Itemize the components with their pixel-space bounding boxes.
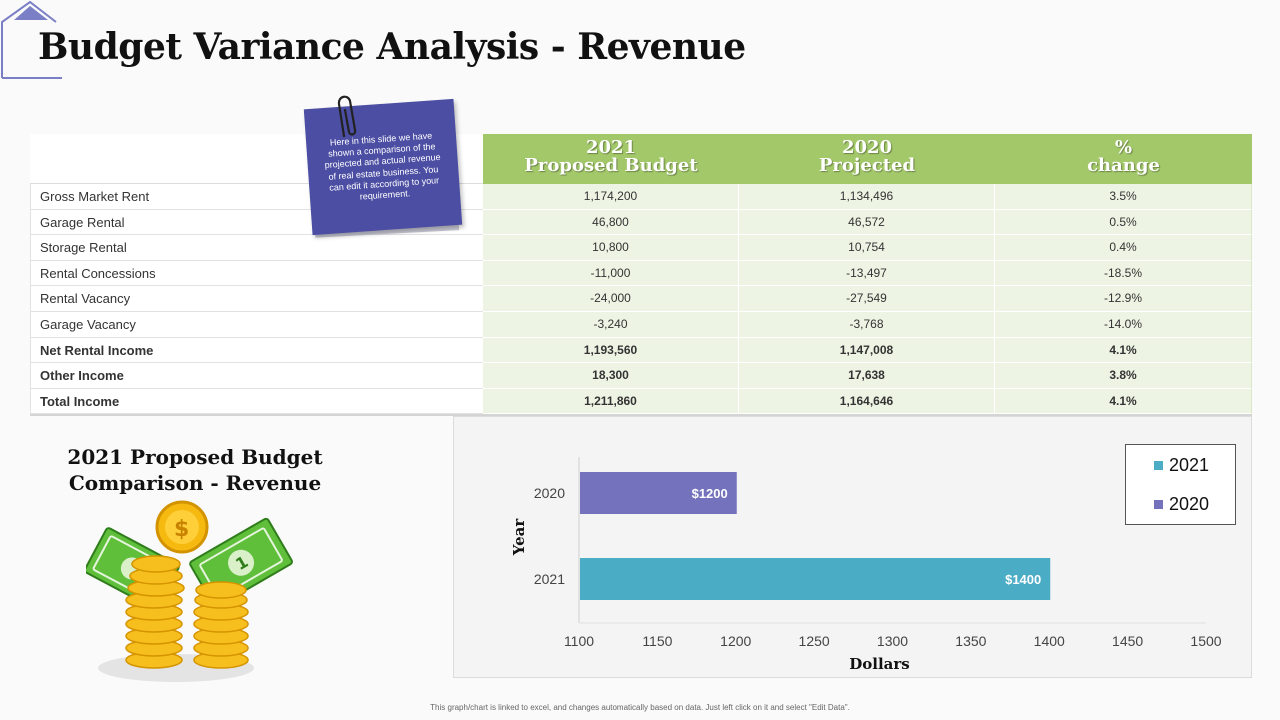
row-label: Net Rental Income <box>30 337 483 364</box>
cell-budget: 1,174,200 <box>483 184 739 210</box>
cell-projected: 1,147,008 <box>739 337 995 364</box>
bar-2020 <box>580 472 737 514</box>
chart-legend: 2021 2020 <box>1125 444 1236 525</box>
cell-projected: 10,754 <box>739 235 995 261</box>
cell-projected: -27,549 <box>739 286 995 312</box>
svg-text:$: $ <box>174 517 189 542</box>
money-coins-icon: 1 $ <box>86 500 293 682</box>
table-row: Storage Rental 10,800 10,754 0.4% <box>30 235 1252 261</box>
cell-budget: 18,300 <box>483 363 739 389</box>
cell-budget: -11,000 <box>483 260 739 287</box>
legend-label: 2021 <box>1169 455 1210 475</box>
comparison-title-line2: Comparison - Revenue <box>68 471 322 495</box>
comparison-title-line1: 2021 Proposed Budget <box>67 445 323 469</box>
header-line1: 2021 <box>585 137 637 158</box>
header-percent-change: % change <box>995 134 1252 184</box>
x-tick-label: 1400 <box>1034 633 1065 649</box>
chart-canvas: 1100 1150 1200 1250 1300 1350 1400 1450 1500 $120… <box>510 457 1222 673</box>
table-divider <box>30 414 1252 417</box>
cell-change: 3.5% <box>995 184 1252 210</box>
cell-budget: 1,193,560 <box>483 337 739 364</box>
cell-change: 4.1% <box>995 337 1252 364</box>
cell-budget: 1,211,860 <box>483 388 739 415</box>
x-tick-label: 1300 <box>877 633 908 649</box>
legend-item-2021: 2021 <box>1154 455 1209 476</box>
cell-projected: 46,572 <box>739 209 995 236</box>
footer-note: This graph/chart is linked to excel, and… <box>430 703 850 712</box>
header-proposed-budget: 2021 Proposed Budget <box>483 134 739 184</box>
bar-data-label: $1200 <box>692 486 728 501</box>
header-line1: % <box>1114 137 1133 158</box>
x-tick-label: 1250 <box>799 633 830 649</box>
header-line2: Proposed Budget <box>524 155 698 176</box>
cell-projected: 1,164,646 <box>739 388 995 415</box>
cell-change: 3.8% <box>995 363 1252 389</box>
bar-data-label: $1400 <box>1005 572 1041 587</box>
header-line1: 2020 <box>841 137 893 158</box>
legend-swatch <box>1154 461 1163 470</box>
legend-swatch <box>1154 500 1163 509</box>
row-label: Rental Concessions <box>30 260 483 287</box>
sticky-note[interactable]: Here in this slide we have shown a compa… <box>303 98 463 236</box>
cell-change: -14.0% <box>995 311 1252 338</box>
cell-change: 0.4% <box>995 235 1252 261</box>
legend-label: 2020 <box>1169 494 1210 514</box>
row-label: Rental Vacancy <box>30 286 483 312</box>
x-tick-label: 1350 <box>955 633 986 649</box>
y-tick-label: 2021 <box>534 571 565 587</box>
row-label: Garage Vacancy <box>30 311 483 338</box>
table-row: Net Rental Income 1,193,560 1,147,008 4.… <box>30 337 1252 364</box>
table-row: Rental Concessions -11,000 -13,497 -18.5… <box>30 260 1252 287</box>
row-label: Other Income <box>30 363 483 389</box>
house-outline-icon <box>0 0 62 79</box>
bar-2021 <box>580 558 1051 600</box>
budget-comparison-chart: 1100 1150 1200 1250 1300 1350 1400 1450 1500 $120… <box>453 416 1252 678</box>
cell-budget: -24,000 <box>483 286 739 312</box>
table-row: Other Income 18,300 17,638 3.8% <box>30 363 1252 389</box>
table-row: Total Income 1,211,860 1,164,646 4.1% <box>30 388 1252 415</box>
cell-projected: -13,497 <box>739 260 995 287</box>
table-header-row: 2021 Proposed Budget 2020 Projected % ch… <box>30 134 1252 184</box>
header-projected: 2020 Projected <box>739 134 995 184</box>
cell-budget: 10,800 <box>483 235 739 261</box>
cell-projected: 17,638 <box>739 363 995 389</box>
budget-table: 2021 Proposed Budget 2020 Projected % ch… <box>30 134 1252 417</box>
x-axis-title: Dollars <box>849 655 909 673</box>
paperclip-icon <box>337 95 357 138</box>
table-row: Garage Vacancy -3,240 -3,768 -14.0% <box>30 311 1252 338</box>
cell-projected: -3,768 <box>739 311 995 338</box>
x-tick-label: 1500 <box>1190 633 1221 649</box>
cell-budget: 46,800 <box>483 209 739 236</box>
cell-change: 4.1% <box>995 388 1252 415</box>
cell-change: -18.5% <box>995 260 1252 287</box>
cell-change: -12.9% <box>995 286 1252 312</box>
cell-projected: 1,134,496 <box>739 184 995 210</box>
cell-change: 0.5% <box>995 209 1252 236</box>
header-line2: change <box>1087 155 1160 176</box>
y-tick-label: 2020 <box>534 485 565 501</box>
table-row: Garage Rental 46,800 46,572 0.5% <box>30 209 1252 236</box>
cell-budget: -3,240 <box>483 311 739 338</box>
y-axis-title: Year <box>510 518 528 557</box>
table-row: Rental Vacancy -24,000 -27,549 -12.9% <box>30 286 1252 312</box>
row-label: Storage Rental <box>30 235 483 261</box>
legend-item-2020: 2020 <box>1154 494 1209 515</box>
row-label: Total Income <box>30 388 483 415</box>
x-tick-label: 1450 <box>1112 633 1143 649</box>
x-tick-label: 1100 <box>564 633 594 649</box>
table-row: Gross Market Rent 1,174,200 1,134,496 3.… <box>30 184 1252 210</box>
x-tick-label: 1150 <box>642 633 672 649</box>
header-line2: Projected <box>818 155 916 176</box>
page-title: Budget Variance Analysis - Revenue <box>38 26 746 68</box>
comparison-title: 2021 Proposed Budget Comparison - Revenu… <box>50 444 340 496</box>
x-tick-label: 1200 <box>720 633 751 649</box>
